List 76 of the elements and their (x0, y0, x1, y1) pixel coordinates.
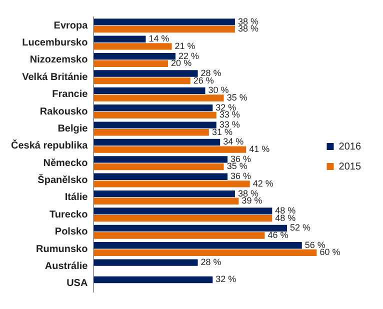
bar (94, 70, 198, 77)
bar (94, 77, 190, 84)
bar (94, 180, 250, 188)
bar (94, 198, 239, 204)
bar (94, 208, 272, 214)
data-label: 46 % (268, 230, 288, 240)
data-label: 39 % (242, 196, 262, 206)
bar (94, 26, 235, 33)
bar (94, 129, 209, 136)
y-tick-label: Česká republika (10, 140, 88, 152)
bar (94, 276, 213, 284)
bar (94, 36, 146, 42)
bar (94, 249, 317, 256)
data-label: 35 % (226, 92, 248, 102)
bar (94, 173, 228, 180)
y-tick-label: Španělsko (38, 174, 88, 186)
bar (94, 138, 220, 146)
bar (94, 52, 176, 60)
data-label: 32 % (216, 274, 236, 284)
bar (94, 94, 224, 102)
bar (94, 146, 246, 153)
data-label: 20 % (171, 58, 192, 68)
y-tick-label: Belgie (58, 123, 88, 134)
bar (94, 18, 235, 26)
bar (94, 122, 216, 128)
data-label: 38 % (238, 188, 258, 198)
data-label: 38 % (238, 16, 258, 26)
data-label: 34 % (223, 136, 244, 147)
y-tick-label: Evropa (54, 20, 88, 32)
bar (94, 190, 235, 198)
data-label: 28 % (200, 257, 222, 268)
data-label: 36 % (230, 154, 252, 164)
y-tick-label: Německo (43, 158, 88, 169)
data-label: 56 % (304, 240, 326, 250)
y-tick-label: Turecko (50, 209, 88, 220)
bar (94, 259, 198, 266)
data-label: 32 % (216, 102, 236, 112)
bar (94, 43, 172, 50)
y-tick-label: Austrálie (44, 260, 88, 272)
data-label: 21 % (174, 40, 196, 51)
y-tick-label: Lucembursko (22, 38, 88, 49)
data-label: 60 % (320, 247, 340, 258)
data-label: 14 % (148, 34, 170, 44)
y-tick-label: Velká Británie (22, 72, 88, 83)
data-label: 41 % (249, 144, 270, 154)
y-tick-label: Nizozemsko (30, 54, 88, 66)
bar (94, 163, 224, 170)
legend-label: 2015 (338, 161, 362, 172)
bar (94, 112, 216, 119)
y-tick-label: Rakousko (40, 106, 88, 118)
data-label: 36 % (230, 171, 252, 182)
y-tick-label: Francie (52, 89, 88, 100)
data-label: 26 % (193, 75, 214, 86)
bar (94, 156, 228, 163)
data-label: 38 % (238, 24, 258, 34)
y-tick-label: Itálie (64, 192, 88, 204)
data-label: 42 % (252, 178, 274, 188)
bar (94, 60, 168, 67)
y-tick-label: Rumunsko (36, 244, 88, 255)
bar (94, 87, 206, 94)
data-label: 28 % (200, 68, 222, 78)
data-label: 30 % (208, 85, 229, 96)
y-tick-label: Polsko (54, 226, 88, 238)
y-tick-label: USA (66, 278, 88, 290)
data-label: 52 % (290, 222, 311, 233)
bar (94, 232, 265, 239)
data-label: 33 % (219, 110, 240, 120)
data-label: 35 % (226, 161, 248, 172)
bar (94, 214, 272, 222)
data-label: 48 % (275, 205, 296, 216)
legend-label: 2016 (338, 141, 362, 152)
data-label: 48 % (275, 212, 296, 223)
bar (94, 242, 302, 249)
bar (94, 224, 288, 232)
bar (94, 104, 213, 112)
data-label: 22 % (178, 50, 200, 61)
